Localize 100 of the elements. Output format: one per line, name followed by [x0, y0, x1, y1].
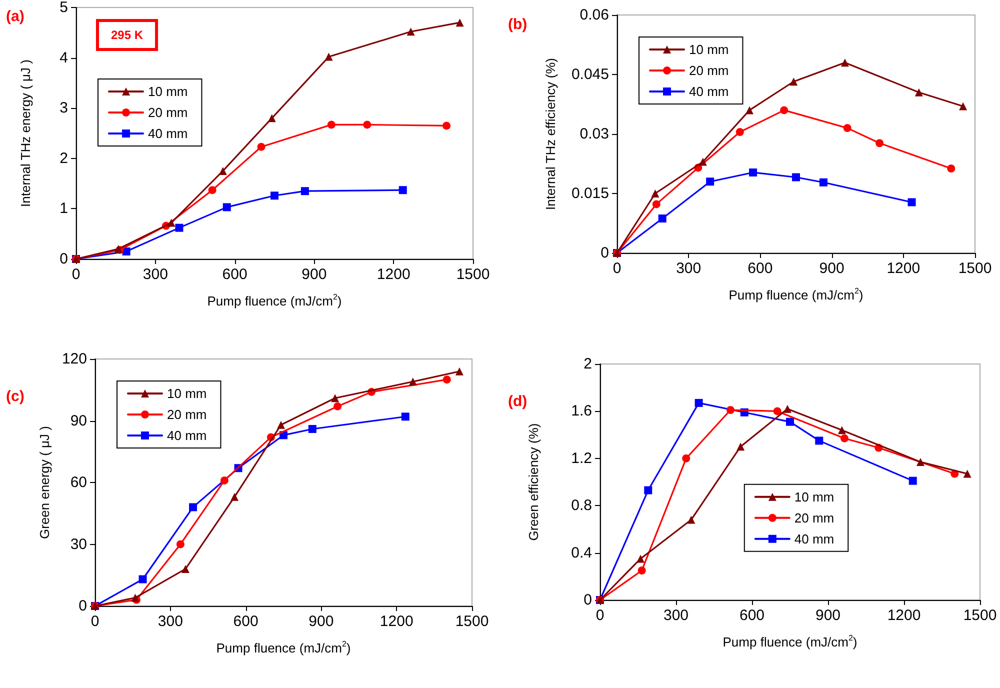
y-tick-label: 0.4: [571, 544, 592, 562]
point: [398, 186, 407, 194]
x-tick-label: 1500: [963, 607, 997, 624]
x-tick-label: 900: [308, 613, 334, 630]
x-tick-label: 300: [158, 613, 183, 630]
point: [638, 566, 646, 574]
point: [687, 516, 696, 524]
point: [122, 247, 130, 256]
point: [652, 200, 660, 208]
point: [408, 378, 417, 386]
y-tick-label: 4: [60, 49, 68, 66]
legend-label: 10 mm: [794, 489, 834, 504]
y-tick-label: 1: [60, 200, 68, 218]
y-tick-label: 0.015: [571, 185, 609, 202]
point: [843, 124, 852, 132]
legend-label: 10 mm: [148, 84, 188, 99]
point: [181, 564, 190, 573]
point: [706, 178, 714, 186]
point: [819, 178, 828, 186]
point: [222, 203, 231, 212]
y-tick-label: 3: [60, 100, 68, 117]
legend-label: 40 mm: [794, 531, 834, 546]
x-tick-label: 300: [663, 607, 689, 624]
y-tick-label: 1.6: [571, 402, 592, 420]
point: [455, 367, 464, 376]
point: [257, 142, 266, 151]
legend-label: 20 mm: [794, 510, 834, 526]
x-tick-label: 300: [676, 260, 702, 277]
point: [682, 454, 690, 462]
x-tick-label: 900: [815, 607, 841, 624]
annotation: 295 K: [111, 28, 144, 42]
point: [916, 458, 924, 466]
point: [947, 164, 956, 173]
point: [276, 420, 285, 429]
y-axis-title: Internal THz energy ( μJ ): [18, 60, 33, 207]
legend-label: 20 mm: [167, 407, 207, 422]
x-tick-label: 0: [90, 613, 100, 630]
point: [218, 166, 227, 175]
point: [401, 412, 410, 421]
text: (a): [6, 8, 24, 25]
legend-label: 10 mm: [167, 386, 207, 401]
text: (b): [508, 16, 528, 33]
point: [840, 434, 848, 442]
point: [749, 168, 758, 176]
point: [268, 114, 276, 122]
point: [324, 52, 333, 61]
text: (c): [6, 388, 24, 405]
point: [644, 486, 652, 494]
point: [790, 78, 798, 86]
point: [838, 426, 846, 434]
point: [167, 218, 176, 227]
y-tick-label: 120: [62, 350, 87, 368]
point: [442, 376, 451, 384]
point: [456, 18, 464, 27]
y-axis-title: Green efficiency (%): [526, 423, 541, 541]
point: [270, 192, 278, 200]
x-tick-label: 600: [222, 266, 248, 283]
x-tick-label: 1200: [380, 613, 414, 630]
x-tick-label: 300: [142, 266, 168, 283]
legend-label: 20 mm: [689, 63, 729, 78]
y-tick-label: 5: [60, 0, 68, 16]
y-tick-label: 0.06: [580, 6, 609, 24]
y-tick-label: 30: [70, 536, 87, 553]
x-tick-label: 1500: [456, 266, 490, 283]
point: [736, 128, 744, 136]
y-tick-label: 2: [584, 356, 592, 372]
point: [651, 190, 660, 198]
point: [792, 173, 800, 182]
y-tick-label: 0: [600, 244, 609, 262]
point: [745, 106, 754, 114]
point: [959, 102, 968, 110]
point: [331, 394, 340, 402]
x-tick-label: 600: [739, 607, 765, 624]
point: [363, 120, 372, 129]
point: [815, 436, 824, 445]
point: [914, 88, 923, 96]
point: [876, 139, 884, 148]
y-tick-label: 0.045: [571, 66, 609, 83]
point: [726, 406, 734, 414]
point: [736, 442, 745, 451]
x-tick-label: 1500: [455, 613, 489, 630]
y-tick-label: 1.2: [571, 450, 592, 467]
x-tick-label: 600: [233, 613, 258, 630]
point: [176, 540, 184, 548]
y-tick-label: 90: [70, 412, 87, 430]
y-tick-label: 0.03: [580, 126, 609, 142]
point: [694, 398, 703, 407]
y-axis-title: Internal THz efficiency (%): [543, 58, 558, 210]
legend-label: 10 mm: [689, 42, 729, 57]
x-tick-label: 900: [819, 260, 844, 277]
point: [138, 575, 147, 584]
point: [175, 224, 184, 232]
point: [963, 470, 972, 478]
point: [327, 120, 336, 129]
point: [658, 214, 666, 222]
point: [406, 28, 415, 36]
point: [230, 492, 238, 501]
text: (d): [508, 393, 528, 410]
x-tick-label: 900: [302, 266, 327, 283]
point: [636, 554, 645, 563]
